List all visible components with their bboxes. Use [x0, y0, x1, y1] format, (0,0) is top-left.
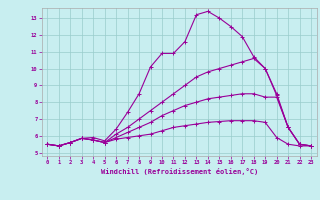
X-axis label: Windchill (Refroidissement éolien,°C): Windchill (Refroidissement éolien,°C) — [100, 168, 258, 175]
